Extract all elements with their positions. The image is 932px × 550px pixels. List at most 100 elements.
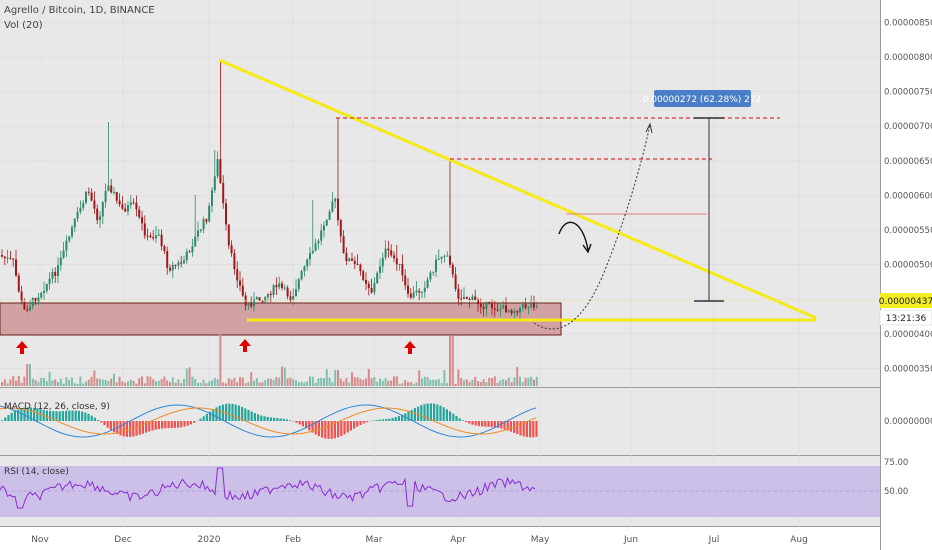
macd-histogram-bar: [298, 421, 301, 425]
candle-body: [454, 274, 457, 289]
candle-body: [6, 257, 9, 259]
candle-body: [533, 303, 535, 308]
volume-bar: [488, 377, 491, 386]
candle-body: [9, 257, 12, 259]
candle-body: [384, 248, 387, 258]
descending-trendline[interactable]: [218, 58, 817, 320]
volume-bar: [297, 381, 300, 386]
volume-bar: [166, 380, 169, 386]
up-arrow-icon: [404, 341, 416, 354]
price-axis[interactable]: [881, 0, 932, 550]
rsi-label[interactable]: RSI (14, close): [4, 467, 69, 477]
chart-title[interactable]: Agrello / Bitcoin, 1D, BINANCE: [4, 5, 155, 16]
candle-body: [225, 203, 227, 225]
volume-bar: [482, 379, 485, 386]
volume-bar: [435, 379, 437, 386]
candle-body: [253, 299, 255, 307]
macd-histogram-bar: [503, 421, 506, 430]
candle-body: [230, 245, 233, 254]
macd-histogram-bar: [385, 419, 388, 421]
macd-histogram-bar: [324, 421, 327, 439]
candle-body: [513, 311, 516, 314]
candle-body: [197, 230, 199, 237]
macd-histogram-bar: [189, 421, 192, 425]
volume-bar: [261, 382, 264, 386]
price-tick-label: 0.00000800: [884, 53, 932, 63]
volume-bar: [471, 379, 474, 386]
candle-body: [426, 279, 429, 288]
macd-histogram-bar: [423, 404, 426, 421]
volume-bar: [12, 376, 15, 386]
volume-bar: [373, 377, 376, 386]
volume-bar: [440, 382, 443, 386]
time-tick-label: Nov: [31, 535, 49, 545]
candle-body: [34, 297, 37, 302]
volume-bar: [51, 380, 54, 386]
candle-body: [3, 256, 6, 259]
candle-body: [423, 287, 426, 293]
candle-body: [171, 264, 174, 271]
candle-body: [250, 302, 253, 307]
candle-body: [412, 292, 415, 298]
volume-bar: [1, 382, 3, 386]
candle-body: [449, 255, 451, 265]
volume-bar: [62, 383, 65, 386]
macd-histogram-bar: [340, 421, 343, 437]
volume-bar: [247, 382, 250, 386]
measure-label-box: [654, 90, 751, 107]
volume-bar: [230, 379, 233, 386]
macd-histogram-bar: [23, 407, 26, 421]
macd-histogram-bar: [397, 416, 400, 421]
candle-body: [278, 283, 281, 288]
macd-histogram-bar: [356, 421, 359, 427]
curved-arrow-icon: [558, 221, 592, 254]
macd-histogram-bar: [311, 421, 314, 433]
volume-bar: [311, 376, 314, 386]
macd-histogram-bar: [343, 421, 346, 435]
macd-histogram-bar: [33, 407, 36, 421]
macd-histogram-bar: [65, 410, 68, 421]
volume-bar: [507, 377, 510, 386]
macd-histogram-bar: [465, 421, 468, 423]
macd-histogram-bar: [509, 421, 512, 432]
candle-body: [127, 205, 129, 212]
candle-body: [376, 272, 379, 284]
macd-histogram-bar: [93, 417, 96, 421]
volume-bar: [253, 380, 255, 386]
candle-body: [264, 297, 267, 303]
candle-body: [303, 266, 306, 272]
macd-histogram-bar: [394, 417, 397, 421]
grid-lines: [0, 0, 880, 527]
macd-histogram-bar: [426, 403, 429, 421]
volume-bar: [255, 378, 258, 386]
macd-histogram-bar: [138, 421, 141, 435]
volume-bar: [227, 378, 230, 386]
macd-tick-label: 0.00000000: [884, 417, 932, 427]
volume-bar: [381, 380, 384, 386]
candle-body: [258, 297, 261, 301]
up-arrow-icon: [239, 339, 251, 352]
volume-label[interactable]: Vol (20): [4, 20, 43, 31]
candle-body: [85, 191, 87, 203]
price-tick-label: 0.00000500: [884, 261, 932, 271]
candle-body: [281, 283, 283, 288]
time-axis[interactable]: [0, 527, 880, 550]
countdown: 13:21:36: [886, 314, 927, 324]
macd-histogram-bar: [241, 406, 244, 421]
candle-body: [15, 259, 17, 276]
volume-bar: [79, 376, 82, 386]
volume-bar: [138, 378, 141, 386]
volume-bar: [393, 376, 395, 386]
macd-label[interactable]: MACD (12, 26, close, 9): [4, 402, 110, 412]
volume-bar: [267, 378, 269, 386]
macd-histogram-bar: [474, 421, 477, 426]
measure-tool[interactable]: 0.00000272 (62.28%) 272: [643, 90, 762, 302]
candle-body: [362, 271, 365, 280]
macd-line: [0, 404, 537, 438]
volume-bar: [384, 378, 387, 386]
macd-histogram-bar: [253, 413, 256, 421]
candle-body: [421, 292, 423, 294]
candle-body: [451, 264, 454, 275]
volume-bar: [26, 364, 29, 386]
